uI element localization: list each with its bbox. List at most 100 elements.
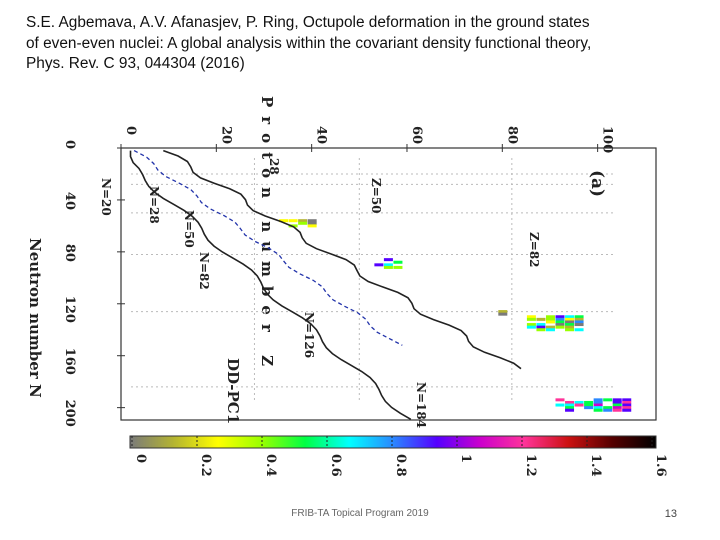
- drip-lines: [129, 149, 522, 420]
- x-axis-label: Neutron number N: [26, 238, 44, 398]
- beta3-cell: [565, 400, 575, 404]
- magic-number-label: 28: [267, 158, 281, 175]
- data-cells: [279, 219, 632, 412]
- beta3-cell: [536, 325, 546, 329]
- beta3-cell: [565, 325, 575, 329]
- beta3-cell: [612, 398, 622, 402]
- magic-number-label: N=82: [197, 252, 211, 290]
- colorbar-tick-label: 1.6: [653, 454, 668, 477]
- beta3-cell: [545, 328, 555, 332]
- magic-number-label: Z=82: [527, 232, 541, 268]
- beta3-cell: [603, 408, 613, 412]
- beta3-cell: [574, 320, 584, 324]
- y-tick-label: 20: [218, 126, 233, 144]
- beta3-cell: [498, 310, 508, 314]
- beta3-cell: [526, 323, 536, 327]
- beta3-cell: [383, 258, 393, 262]
- beta3-cell: [555, 320, 565, 324]
- guide-lines: [131, 158, 616, 400]
- beta3-cell: [498, 312, 508, 316]
- x-tick-label: 160: [62, 348, 77, 375]
- beta3-cell: [593, 408, 603, 412]
- colorbar-tick-label: 0.2: [198, 454, 213, 477]
- x-tick-label: 200: [62, 400, 77, 427]
- beta3-cell: [612, 406, 622, 410]
- beta3-cell: [622, 406, 632, 410]
- magic-number-label: N=184: [414, 382, 428, 428]
- magic-number-label: N=126: [302, 312, 316, 358]
- beta3-cell: [574, 317, 584, 321]
- beta3-cell: [307, 219, 317, 223]
- beta3-cell: [593, 406, 603, 410]
- axes-group: 0 40 80 120 160 200 Neutron number N 0 20 40 60 80 1…: [26, 96, 615, 427]
- colorbar-tick-label: 0.4: [263, 454, 278, 477]
- beta3-cell: [288, 219, 298, 223]
- beta3-cell: [555, 325, 565, 329]
- beta3-cell: [374, 263, 384, 267]
- beta3-cell: [383, 263, 393, 267]
- colorbar-tick-label: 0.8: [393, 454, 408, 477]
- slide-number: 13: [664, 508, 677, 520]
- citation-line: of even-even nuclei: A global analysis w…: [26, 34, 592, 52]
- plot-area: [120, 147, 657, 421]
- x-tick-label: 40: [62, 192, 77, 210]
- beta3-cell: [393, 265, 403, 269]
- beta3-cell: [545, 325, 555, 329]
- beta3-cell: [593, 398, 603, 402]
- beta3-cell: [574, 328, 584, 332]
- beta3-cell: [536, 317, 546, 321]
- beta3-cell: [555, 315, 565, 319]
- y-tick-label: 0: [123, 126, 138, 135]
- model-label: DD-PC1: [224, 358, 242, 424]
- citation-line: Phys. Rev. C 93, 044304 (2016): [26, 55, 245, 72]
- beta3-cell: [565, 408, 575, 412]
- beta3-cell: [393, 260, 403, 264]
- y-tick-label: 40: [314, 126, 329, 144]
- beta3-cell: [622, 400, 632, 404]
- magic-number-label: Z=50: [369, 178, 383, 214]
- beta3-cell: [307, 221, 317, 225]
- colorbar-tick-label: 1.4: [588, 454, 603, 477]
- y-tick-label: 60: [409, 126, 424, 144]
- magic-number-label: N=28: [147, 186, 161, 224]
- beta3-cell: [584, 406, 594, 410]
- beta3-cell: [536, 323, 546, 327]
- beta3-cell: [298, 221, 308, 225]
- colorbar-bar: [129, 435, 657, 449]
- beta3-cell: [526, 325, 536, 329]
- beta3-cell: [555, 323, 565, 327]
- beta3-cell: [536, 328, 546, 332]
- y-tick-label: 80: [504, 126, 519, 144]
- magic-number-label: N=50: [182, 210, 196, 248]
- citation-text: S.E. Agbemava, A.V. Afanasjev, P. Ring, …: [26, 13, 706, 75]
- citation-line: S.E. Agbemava, A.V. Afanasjev, P. Ring, …: [26, 14, 590, 31]
- beta3-cell: [565, 328, 575, 332]
- beta3-cell: [574, 323, 584, 327]
- beta3-cell: [307, 224, 317, 228]
- beta3-cell: [298, 219, 308, 223]
- beta3-cell: [565, 315, 575, 319]
- panel-label: (a): [587, 170, 607, 197]
- beta3-cell: [622, 403, 632, 407]
- beta3-cell: [565, 406, 575, 410]
- beta3-cell: [593, 400, 603, 404]
- beta3-cell: [622, 398, 632, 402]
- proton-drip-line: [163, 149, 522, 370]
- beta3-cell: [565, 323, 575, 327]
- beta3-cell: [622, 408, 632, 412]
- beta3-cell: [555, 398, 565, 402]
- beta3-cell: [574, 315, 584, 319]
- x-tick-label: 0: [62, 140, 77, 149]
- colorbar-tick-label: 1: [458, 454, 473, 463]
- beta3-cell: [555, 317, 565, 321]
- beta3-cell: [545, 317, 555, 321]
- x-tick-label: 120: [62, 296, 77, 323]
- beta3-cell: [612, 403, 622, 407]
- beta3-cell: [545, 315, 555, 319]
- beta3-cell: [584, 403, 594, 407]
- colorbar-tick-label: 0: [133, 454, 148, 463]
- y-axis-label: Proton number Z: [258, 96, 276, 375]
- beta3-cell: [612, 408, 622, 412]
- beta3-cell: [565, 317, 575, 321]
- annotation-labels: N=20 N=28 N=50N=82 N=126 N=184 28 Z=50 Z=82 (a) D…: [99, 158, 607, 428]
